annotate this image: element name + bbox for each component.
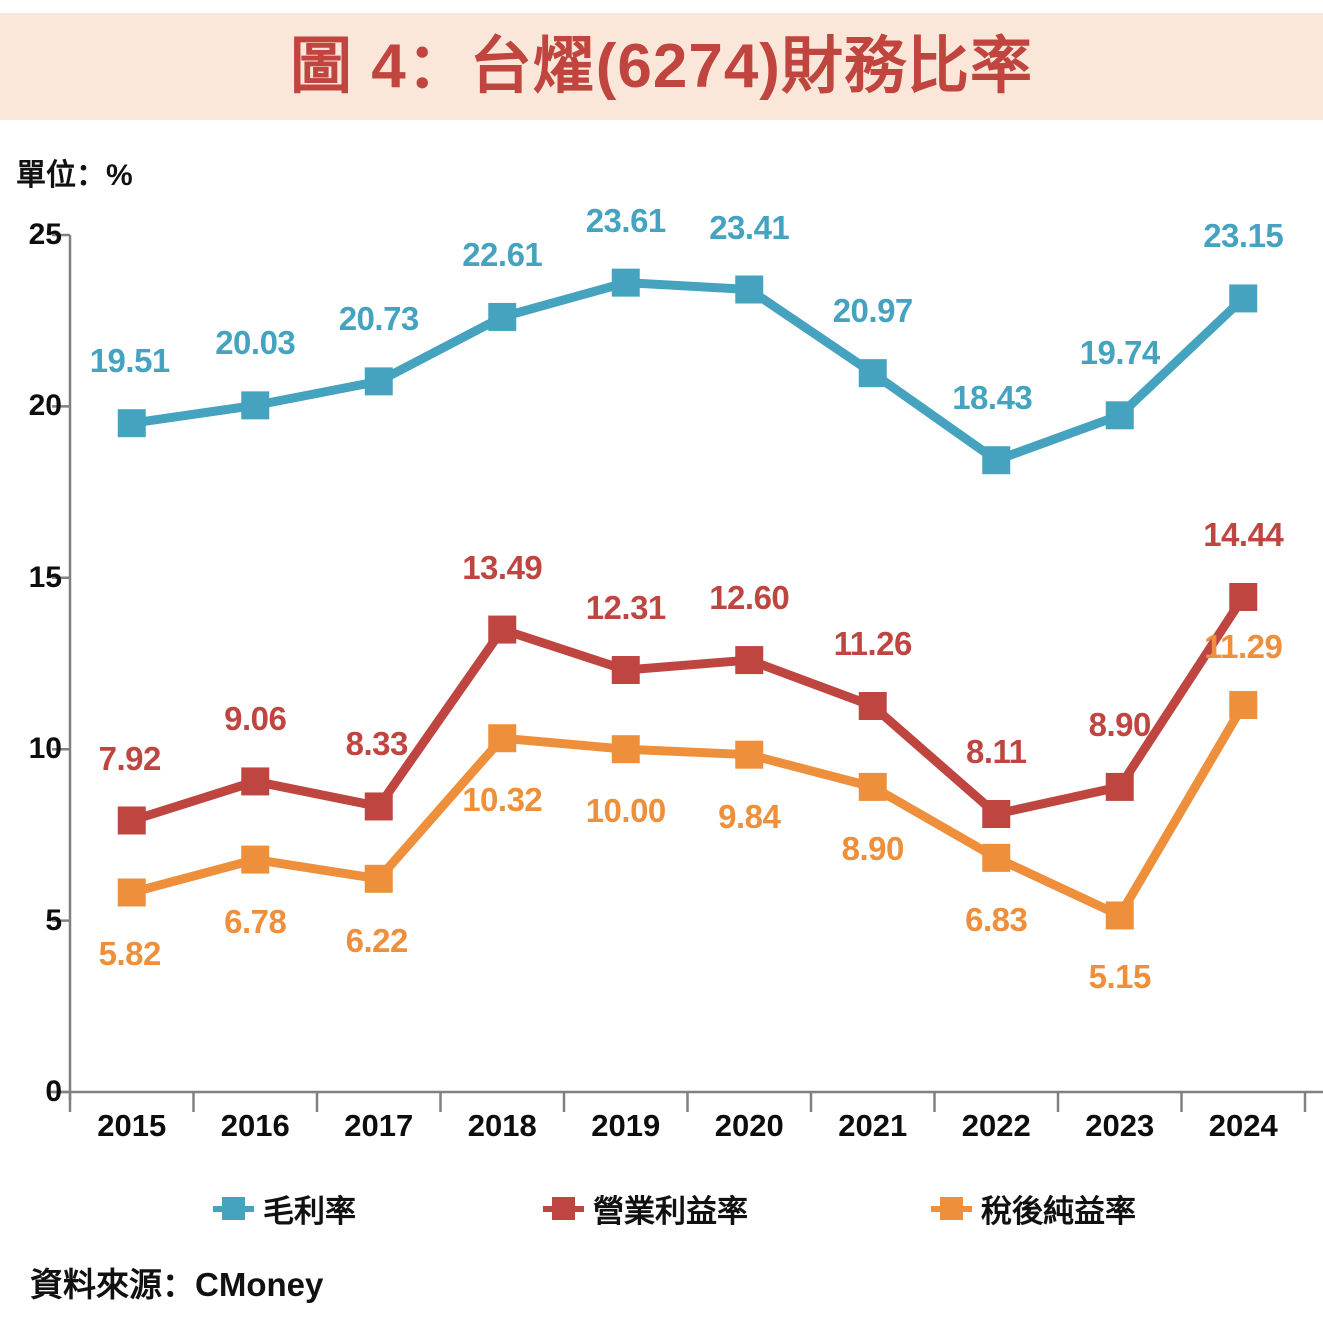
x-axis-label: 2015 xyxy=(97,1108,167,1143)
data-point-marker xyxy=(241,391,270,420)
data-point-label: 23.41 xyxy=(709,208,790,246)
legend-marker-icon xyxy=(931,1196,972,1220)
data-point-label: 9.06 xyxy=(224,700,287,738)
data-point-marker xyxy=(1105,401,1134,430)
data-point-label: 11.26 xyxy=(833,625,913,662)
data-point-label: 23.15 xyxy=(1203,217,1284,255)
y-axis-label: 10 xyxy=(28,732,62,766)
data-point-label: 14.44 xyxy=(1203,515,1284,553)
title-band: 圖 4：台燿(6274)財務比率 xyxy=(0,13,1323,120)
data-point-label: 23.61 xyxy=(585,201,667,239)
data-point-marker xyxy=(611,656,640,685)
data-point-label: 5.82 xyxy=(98,935,162,973)
data-point-label: 20.73 xyxy=(338,300,420,338)
y-axis-label: 0 xyxy=(45,1075,62,1108)
y-axis-label: 20 xyxy=(28,389,62,423)
y-axis-label: 25 xyxy=(28,218,62,251)
x-axis-label: 2021 xyxy=(838,1108,908,1143)
legend-item-2[interactable]: 稅後純益率 xyxy=(931,1186,1136,1230)
series-line-2 xyxy=(130,702,1248,920)
data-point-label: 22.61 xyxy=(462,235,543,273)
legend-label: 稅後純益率 xyxy=(981,1193,1136,1229)
y-axis-tick-labels: 0 5 10 15 20 25 xyxy=(0,0,62,1160)
data-point-marker xyxy=(488,302,517,331)
x-axis-label: 2018 xyxy=(467,1108,537,1143)
data-point-label: 7.92 xyxy=(98,739,162,777)
data-point-label: 19.74 xyxy=(1079,334,1161,372)
data-point-marker xyxy=(1105,772,1134,801)
data-point-marker xyxy=(241,845,270,874)
data-point-marker xyxy=(364,367,393,396)
data-point-label: 12.31 xyxy=(585,589,667,626)
data-point-marker xyxy=(241,767,270,796)
legend-square-swatch xyxy=(222,1196,245,1220)
legend-square-swatch xyxy=(940,1196,963,1220)
legend-label: 毛利率 xyxy=(263,1193,356,1229)
data-point-label: 20.97 xyxy=(832,292,914,330)
legend-marker-icon xyxy=(213,1196,254,1220)
x-axis-label: 2019 xyxy=(591,1108,661,1143)
data-point-marker xyxy=(488,615,517,644)
data-point-marker xyxy=(982,799,1011,828)
data-point-label: 8.90 xyxy=(1088,705,1152,743)
data-point-marker xyxy=(858,692,887,721)
chart-legend: 毛利率 營業利益率 稅後純益率 xyxy=(0,1186,1323,1236)
data-point-marker xyxy=(735,646,764,675)
data-point-marker xyxy=(1229,582,1258,611)
data-point-marker xyxy=(117,806,146,835)
data-point-label: 10.00 xyxy=(585,792,667,830)
data-point-label: 13.49 xyxy=(462,548,543,586)
data-point-label: 18.43 xyxy=(952,379,1033,417)
unit-label: 單位：% xyxy=(16,159,133,192)
data-point-marker xyxy=(735,275,764,304)
x-axis-label: 2022 xyxy=(961,1108,1031,1143)
data-point-label: 8.11 xyxy=(966,732,1027,770)
data-point-marker xyxy=(611,735,640,764)
data-point-marker xyxy=(364,792,393,821)
data-point-marker xyxy=(611,268,640,297)
chart-plot-area: 0 5 10 15 20 25 2015 2016 2017 2018 2019 2020 2021 2… xyxy=(0,0,1323,1160)
series-line-0 xyxy=(131,278,1247,465)
data-point-marker xyxy=(1105,901,1134,930)
data-point-marker xyxy=(1229,284,1258,313)
data-point-label: 5.15 xyxy=(1088,958,1152,996)
chart-title: 圖 4：台燿(6274)財務比率 xyxy=(290,31,1033,101)
data-point-marker xyxy=(117,409,146,438)
data-point-label: 6.78 xyxy=(224,902,287,940)
data-point-label: 20.03 xyxy=(215,324,296,362)
data-point-label: 11.29 xyxy=(1204,627,1283,665)
source-note: 資料來源：CMoney xyxy=(30,1266,324,1303)
x-axis-label: 2023 xyxy=(1085,1108,1155,1143)
data-point-marker xyxy=(735,740,764,769)
data-point-label: 9.84 xyxy=(718,797,781,835)
data-point-label: 6.22 xyxy=(345,921,409,959)
data-point-label: 6.83 xyxy=(965,900,1028,938)
legend-square-swatch xyxy=(552,1196,575,1220)
legend-item-0[interactable]: 毛利率 xyxy=(213,1186,356,1230)
data-point-marker xyxy=(982,843,1011,872)
legend-label: 營業利益率 xyxy=(593,1193,748,1229)
y-axis-label: 5 xyxy=(45,903,62,937)
legend-item-1[interactable]: 營業利益率 xyxy=(543,1186,748,1230)
x-axis-label: 2017 xyxy=(344,1108,414,1143)
y-axis-label: 15 xyxy=(28,560,62,594)
x-axis-label: 2016 xyxy=(220,1108,290,1143)
data-point-label: 8.33 xyxy=(345,725,409,763)
data-point-label: 8.90 xyxy=(841,829,905,867)
chart-svg xyxy=(48,233,1323,1112)
data-point-marker xyxy=(982,446,1011,475)
data-point-marker xyxy=(1229,690,1258,719)
data-point-label: 19.51 xyxy=(89,342,171,380)
data-point-marker xyxy=(364,864,393,893)
data-point-label: 10.32 xyxy=(462,781,543,819)
x-axis-label: 2020 xyxy=(714,1108,784,1143)
x-axis-label: 2024 xyxy=(1208,1108,1278,1143)
data-point-marker xyxy=(117,878,146,907)
data-point-marker xyxy=(858,359,887,388)
data-point-marker xyxy=(858,772,887,801)
legend-marker-icon xyxy=(543,1196,584,1220)
data-point-label: 12.60 xyxy=(709,579,790,617)
series-line-1 xyxy=(130,594,1248,825)
data-point-marker xyxy=(488,724,517,753)
